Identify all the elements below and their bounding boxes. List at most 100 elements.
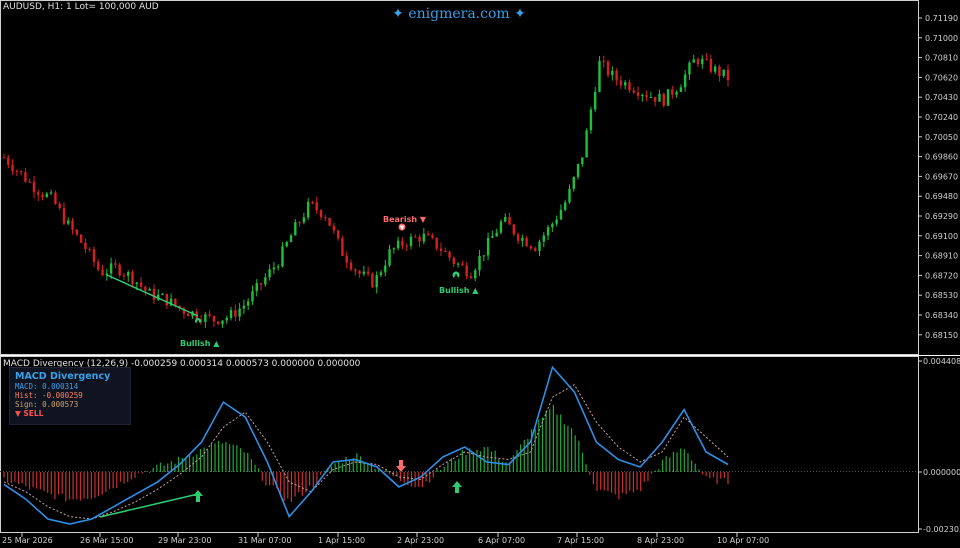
price-tick-label: 0.71190 — [925, 14, 958, 23]
time-tick-label: 7 Apr 15:00 — [557, 536, 604, 545]
candle-body — [619, 80, 623, 86]
candle-body — [204, 314, 207, 323]
candle-body — [306, 201, 310, 218]
bullish-divergence-line-price — [106, 274, 199, 317]
candle-body — [379, 272, 383, 276]
candle-body — [139, 282, 143, 287]
watermark: ✦ enigmera.com ✦ — [0, 6, 918, 22]
time-tick-label: 2 Apr 23:00 — [397, 536, 444, 545]
candle-body — [225, 317, 228, 321]
time-tick-label: 6 Apr 07:00 — [478, 536, 525, 545]
candle-body — [611, 70, 614, 76]
candle-body — [491, 236, 494, 238]
price-tick-label: 0.70620 — [925, 73, 958, 82]
price-tick-label: 0.68720 — [925, 271, 958, 280]
candle-body — [478, 255, 481, 271]
candle-body — [653, 96, 657, 102]
macd-info-panel: MACD Divergency MACD: 0.000314 Hist: -0.… — [9, 367, 131, 425]
candle-body — [88, 249, 91, 251]
candle-body — [636, 92, 640, 96]
candle-body — [24, 172, 27, 182]
candle-body — [641, 95, 644, 97]
candle-body — [718, 66, 721, 76]
svg-text:▲: ▲ — [196, 319, 201, 326]
candle-body — [71, 220, 74, 230]
candle-body — [62, 207, 66, 224]
candle-body — [576, 164, 580, 177]
candle-body — [418, 236, 421, 242]
candle-body — [585, 130, 588, 158]
candle-body — [452, 257, 456, 264]
candle-body — [246, 301, 250, 306]
candle-body — [242, 305, 246, 309]
candle-body — [534, 248, 537, 251]
candle-body — [448, 251, 451, 258]
candle-body — [32, 181, 36, 193]
candle-body — [504, 217, 507, 222]
candle-body — [671, 89, 674, 95]
candle-body — [208, 314, 211, 316]
candle-body — [324, 217, 327, 219]
candle-body — [92, 249, 96, 263]
candle-body — [229, 310, 233, 318]
candle-body — [392, 248, 396, 250]
candle-body — [217, 321, 220, 325]
candle-body — [152, 288, 156, 300]
info-macd-value: MACD: 0.000314 — [15, 382, 79, 391]
price-tick-label: 0.68910 — [925, 252, 958, 261]
info-hist-value: Hist: -0.000259 — [15, 391, 83, 400]
candle-body — [281, 246, 284, 267]
candle-body — [67, 220, 70, 224]
candle-body — [555, 219, 558, 224]
price-tick-label: 0.69290 — [925, 212, 958, 221]
bullish-divergence-line-macd — [99, 493, 199, 518]
candle-body — [238, 308, 241, 317]
candle-body — [713, 66, 717, 72]
candle-body — [135, 282, 139, 284]
price-tick-label: 0.70240 — [925, 113, 958, 122]
candle-body — [688, 62, 691, 75]
candle-body — [157, 294, 160, 300]
candle-body — [726, 69, 730, 81]
candle-body — [161, 293, 164, 295]
macd-axis: 0.004408 0.000000 -0.002303 — [918, 357, 960, 534]
candle-body — [516, 234, 520, 241]
price-tick-label: 0.69670 — [925, 172, 958, 181]
time-tick-label: 10 Apr 07:00 — [717, 536, 769, 545]
candle-body — [174, 298, 177, 306]
candle-body — [422, 233, 426, 242]
candle-body — [362, 271, 366, 274]
candle-body — [593, 91, 597, 110]
price-tick-label: 0.68340 — [925, 311, 958, 320]
candle-body — [58, 203, 61, 208]
candle-body — [302, 217, 306, 223]
price-pane-frame — [0, 0, 919, 355]
candle-body — [264, 277, 267, 285]
candle-body — [444, 250, 447, 252]
info-panel-title: MACD Divergency — [15, 371, 111, 382]
candle-body — [332, 225, 336, 231]
candle-body — [662, 93, 665, 106]
candle-body — [272, 267, 276, 270]
bullish-marker-1: ▲ — [195, 318, 201, 326]
candle-body — [692, 59, 695, 63]
candle-body — [675, 91, 678, 95]
candle-body — [469, 276, 473, 279]
candle-body — [581, 157, 584, 165]
price-tick-label: 0.68530 — [925, 291, 958, 300]
candle-body — [148, 288, 151, 291]
macd-pane-frame — [0, 356, 919, 533]
watermark-text: enigmera.com — [408, 6, 510, 22]
time-tick-label: 1 Apr 15:00 — [318, 536, 365, 545]
candle-body — [435, 237, 438, 249]
time-tick-label: 29 Mar 23:00 — [158, 536, 211, 545]
macd-tick-label: -0.002303 — [923, 525, 960, 534]
candle-body — [414, 236, 417, 238]
time-tick-label: 31 Mar 07:00 — [238, 536, 291, 545]
candle-body — [328, 217, 331, 226]
candle-body — [722, 69, 725, 76]
candle-body — [409, 236, 413, 246]
candle-body — [49, 192, 53, 194]
candle-body — [679, 87, 683, 92]
